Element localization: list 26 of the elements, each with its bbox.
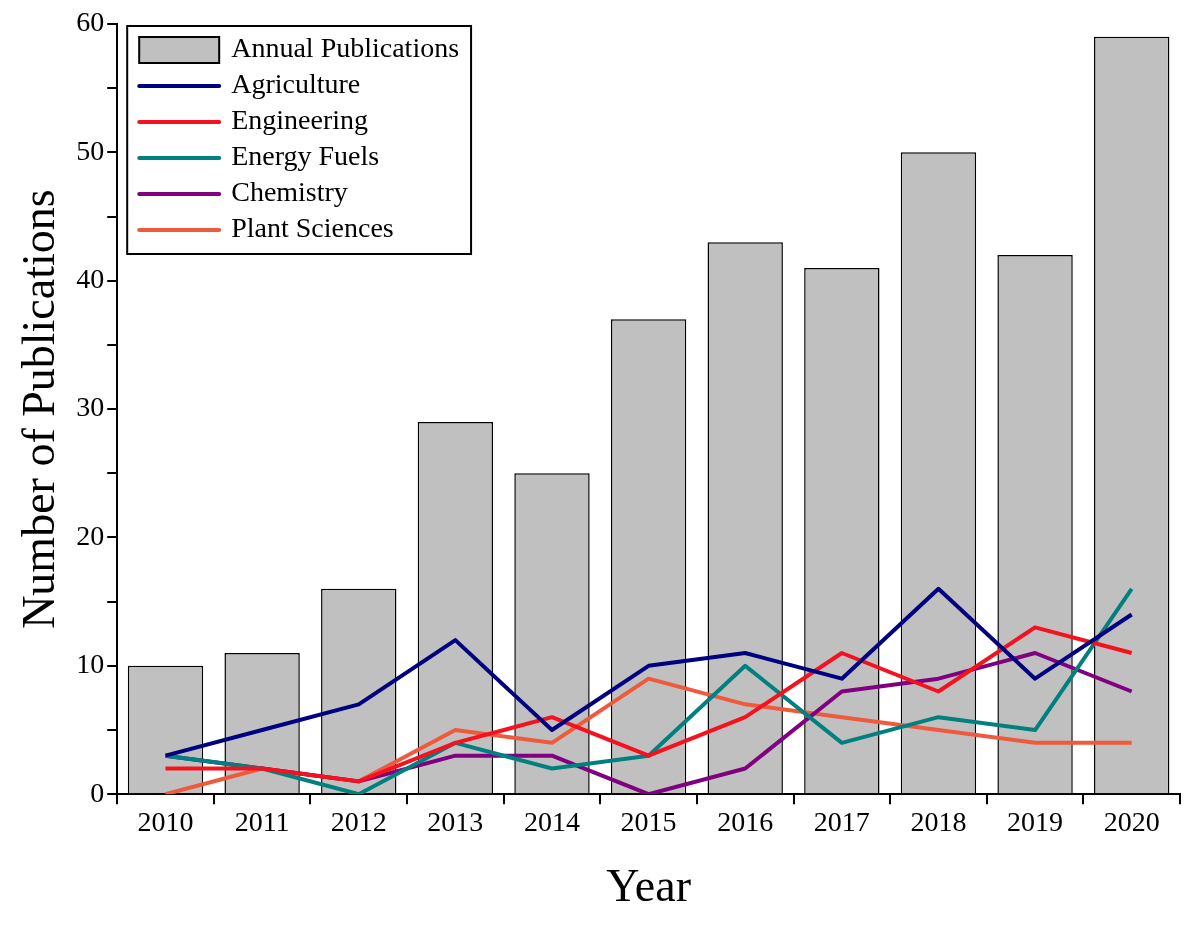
- y-tick-label: 10: [76, 648, 105, 680]
- y-tick-label: 30: [76, 391, 105, 423]
- x-tick-label: 2010: [137, 806, 194, 838]
- legend-label: Agriculture: [231, 68, 361, 100]
- x-axis-title: Year: [606, 860, 691, 912]
- y-tick-label: 40: [76, 263, 105, 295]
- x-tick-label: 2016: [717, 806, 774, 838]
- x-tick-label: 2014: [523, 806, 580, 838]
- x-tick-label: 2012: [330, 806, 387, 838]
- x-tick-label: 2018: [910, 806, 967, 838]
- y-tick-label: 20: [76, 519, 105, 551]
- legend-label: Chemistry: [231, 176, 348, 208]
- y-tick-label: 0: [90, 776, 105, 808]
- x-tick-label: 2020: [1103, 806, 1160, 838]
- y-axis-title: Number of Publications: [12, 189, 64, 629]
- x-tick-label: 2015: [620, 806, 677, 838]
- x-tick-label: 2013: [427, 806, 484, 838]
- legend-label: Energy Fuels: [231, 140, 380, 172]
- legend-label: Engineering: [231, 104, 369, 136]
- legend-label: Plant Sciences: [231, 212, 394, 244]
- x-tick-label: 2019: [1007, 806, 1064, 838]
- x-tick-label: 2011: [234, 806, 290, 838]
- y-tick-label: 50: [76, 134, 105, 166]
- legend-label: Annual Publications: [231, 32, 460, 64]
- x-tick-label: 2017: [813, 806, 870, 838]
- y-tick-label: 60: [76, 6, 105, 38]
